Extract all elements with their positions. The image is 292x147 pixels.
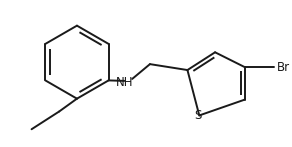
Text: NH: NH	[116, 76, 133, 89]
Text: S: S	[194, 109, 202, 122]
Text: Br: Br	[277, 61, 290, 74]
